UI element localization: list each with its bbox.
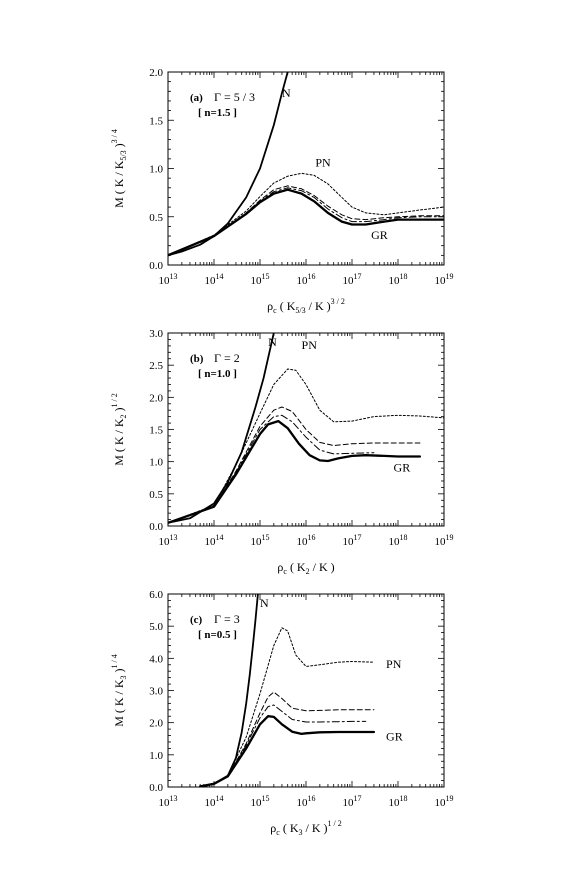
x-tick-label: 1018 (389, 533, 408, 548)
series-line-general-relativity (199, 715, 376, 787)
series-line-post-newtonian (168, 172, 444, 256)
gamma-label: Γ = 3 (214, 612, 240, 626)
x-tick-label: 1015 (251, 794, 270, 809)
plot-frame (167, 71, 445, 266)
curve-annotation: GR (371, 228, 388, 242)
panel-label: (c) (190, 614, 203, 626)
series-line-newtonian (168, 72, 289, 257)
x-tick-label: 1016 (297, 794, 316, 809)
series-line-dash-dot (168, 414, 375, 524)
panel-c: 1013 1014 1015 1016 1017 1018 1019 0.0 1.0 2.0 3.0… (110, 589, 454, 837)
curve-annotation: PN (315, 156, 331, 170)
y-tick-label: 2.0 (149, 392, 163, 404)
x-axis-title: ρc ( K5/3 / K )3 / 2 (267, 297, 345, 315)
y-tick-label: 0.0 (149, 521, 163, 533)
y-tick-label: 2.5 (149, 360, 163, 372)
x-tick-label: 1013 (159, 272, 178, 287)
x-tick-label: 1013 (159, 533, 178, 548)
x-tick-label: 1015 (251, 533, 270, 548)
x-tick-label: 1017 (343, 794, 362, 809)
x-tick-label: 1019 (435, 533, 454, 548)
y-tick-label: 0.5 (149, 212, 163, 224)
x-axis-title: ρc ( K2 / K ) (277, 560, 334, 576)
y-tick-label: 4.0 (149, 653, 163, 665)
y-tick-label: 2.0 (149, 718, 163, 730)
polytropic-index-label: [ n=1.0 ] (198, 368, 237, 380)
panel-label: (b) (190, 353, 204, 365)
series-line-general-relativity (168, 419, 422, 524)
y-tick-label: 0.0 (149, 260, 163, 272)
series-line-post-newtonian (199, 627, 375, 787)
x-tick-label: 1019 (435, 272, 454, 287)
series-line-dashed (199, 691, 375, 787)
series-line-post-newtonian (168, 368, 444, 524)
y-tick-label: 0.0 (149, 782, 163, 794)
series-line-dashed (168, 406, 421, 524)
y-tick-label: 5.0 (149, 621, 163, 633)
curve-annotation: N (268, 335, 277, 349)
x-tick-label: 1019 (435, 794, 454, 809)
y-tick-label: 1.0 (149, 750, 163, 762)
x-tick-label: 1017 (343, 272, 362, 287)
y-tick-label: 6.0 (149, 589, 163, 601)
y-tick-label: 1.5 (149, 115, 163, 127)
y-tick-label: 1.5 (149, 425, 163, 437)
x-tick-label: 1015 (251, 272, 270, 287)
series-line-dash-dot (199, 704, 367, 787)
x-tick-label: 1016 (297, 533, 316, 548)
panel-label: (a) (190, 92, 203, 104)
y-tick-label: 3.0 (149, 328, 163, 340)
curve-annotation: N (282, 86, 291, 100)
y-tick-label: 2.0 (149, 67, 163, 79)
y-tick-label: 3.0 (149, 686, 163, 698)
series-line-general-relativity (168, 188, 444, 257)
x-tick-label: 1014 (205, 533, 224, 548)
x-tick-label: 1013 (159, 794, 178, 809)
gamma-label: Γ = 2 (214, 351, 240, 365)
y-axis-title: M ( K / K5/3 )3 / 4 (110, 129, 128, 208)
curve-annotation: PN (302, 338, 318, 352)
panel-b: 1013 1014 1015 1016 1017 1018 1019 0.0 0.5 1.0 1.5… (110, 328, 454, 576)
y-tick-label: 1.0 (149, 457, 163, 469)
x-tick-label: 1018 (389, 794, 408, 809)
polytropic-index-label: [ n=0.5 ] (198, 629, 237, 641)
curve-annotation: GR (394, 460, 411, 474)
curve-annotation: PN (386, 657, 402, 671)
y-axis-title: M ( K / K3 )1 / 4 (110, 654, 128, 727)
curve-annotation: N (260, 596, 269, 610)
series-line-dash-dot (168, 187, 444, 256)
x-tick-label: 1017 (343, 533, 362, 548)
gamma-label: Γ = 5 / 3 (214, 90, 255, 104)
x-tick-label: 1016 (297, 272, 316, 287)
polytropic-index-label: [ n=1.5 ] (198, 107, 237, 119)
x-tick-label: 1014 (205, 272, 224, 287)
x-tick-label: 1014 (205, 794, 224, 809)
panel-a: 1013 1014 1015 1016 1017 1018 1019 0.0 0.5 1.0 1.5… (110, 67, 454, 315)
plot-frame (167, 593, 445, 788)
y-axis-title: M ( K / K2 )1 / 2 (110, 393, 128, 466)
y-tick-label: 0.5 (149, 489, 163, 501)
curve-annotation: GR (386, 729, 403, 743)
x-axis-title: ρc ( K3 / K )1 / 2 (270, 819, 341, 837)
x-tick-label: 1018 (389, 272, 408, 287)
y-tick-label: 1.0 (149, 164, 163, 176)
